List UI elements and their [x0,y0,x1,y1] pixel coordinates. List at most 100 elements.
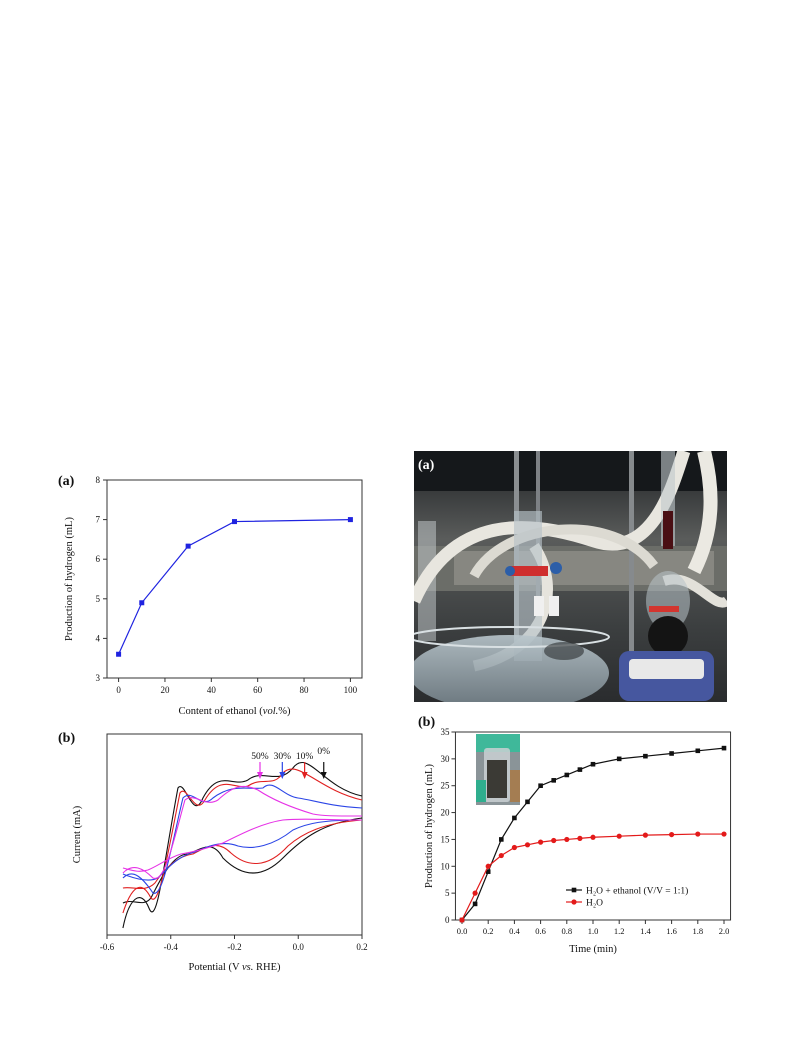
data-point [616,833,622,839]
inset-glove-finger [476,780,486,802]
x-tick-label: 0.2 [356,942,367,952]
data-point [485,863,491,869]
photo-panel-letter: (a) [418,458,435,473]
x-tick-label: 0.8 [561,926,572,936]
chart-right-b: (b) 0.0 0.2 0.4 0.6 0.8 1.0 1.2 1.4 1.6 1.8 2.0 0 5 1… [418,715,732,955]
y-tick-label: 8 [96,475,101,485]
cv-curve-0pct [122,761,363,929]
cv-reverse-scan [122,818,363,872]
data-point [499,837,504,842]
x-tick-label: 0.2 [483,926,494,936]
x-tick-label: 0.6 [535,926,546,936]
data-point [347,517,353,523]
cv-forward-scan [122,785,363,879]
x-axis-title: Potential (V vs. RHE) [189,962,281,973]
panel-letter: (a) [58,474,75,489]
peak-label: 50% [251,752,269,762]
y-axis-title: Current (mA) [72,805,83,863]
y-tick-label: 6 [96,554,101,564]
data-point [551,778,556,783]
x-tick-label: 0 [116,685,121,695]
peak-arrow-head [301,772,308,779]
x-tick-label: 40 [207,685,217,695]
series-line [118,519,351,655]
y-tick-label: 3 [96,673,101,683]
data-point [524,842,531,848]
data-point [577,835,583,841]
data-point [669,751,674,756]
legend-marker [571,887,577,893]
data-point [538,839,544,845]
panel-letter: (b) [58,731,75,746]
y-tick-label: 5 [96,594,101,604]
cv-forward-scan [122,761,363,929]
cv-forward-scan [122,768,363,914]
chart-left-a: (a) 0 20 40 60 80 100 3 4 5 6 7 8 Content of ethanol… [58,474,363,717]
data-point [564,772,570,778]
x-tick-label: 1.2 [614,926,625,936]
data-point [538,783,543,789]
legend-marker [571,899,577,905]
data-point [525,799,530,805]
inset-liquid [487,760,507,798]
data-point [472,901,478,907]
peak-arrow-head [257,772,263,779]
data-point [590,761,596,767]
panel-letter: (b) [418,715,435,730]
data-point [551,837,557,844]
cv-curve-50pct [122,785,363,879]
data-point [721,745,727,751]
peak-label: 0% [317,747,330,757]
cv-forward-scan [122,784,363,894]
data-point [695,831,701,837]
data-point [459,917,465,923]
peak-label: 10% [296,752,314,762]
y-tick-label: 0 [445,915,450,925]
x-tick-label: 1.0 [588,926,599,936]
y-axis-title: Production of hydrogen (mL) [424,764,435,888]
x-tick-label: 1.6 [666,926,677,936]
series-line-ethanol-water [461,747,725,921]
figure-right-b: (b) 0.0 0.2 0.4 0.6 0.8 1.0 1.2 1.4 1.6 1.8 2.0 0 5 1… [414,710,734,965]
figure-left-a: (a) 0 20 40 60 80 100 3 4 5 6 7 8 Content of ethanol… [50,470,380,725]
y-tick-label: 30 [440,754,450,764]
data-point [512,815,517,821]
data-point [472,890,478,896]
data-point [577,767,583,772]
cv-curve-10pct [122,768,363,914]
data-point [498,852,504,859]
x-tick-label: 100 [344,685,358,695]
y-tick-label: 7 [96,515,101,525]
x-tick-label: -0.6 [100,942,115,952]
x-tick-label: 2.0 [719,926,730,936]
x-tick-label: 80 [300,685,310,695]
data-point [642,832,648,838]
plot-frame [106,479,363,679]
peak-arrow-head [279,772,286,779]
x-tick-label: 20 [160,685,170,695]
x-tick-label: 60 [253,685,263,695]
data-point [511,844,517,851]
x-tick-label: -0.2 [227,942,241,952]
data-point [485,869,491,874]
series-line-water [461,833,724,921]
y-tick-label: 5 [445,888,450,898]
x-tick-label: 0.4 [509,926,520,936]
y-axis-title: Production of hydrogen (mL) [64,517,75,641]
x-axis-title: Time (min) [569,944,617,955]
y-tick-label: 10 [440,861,450,871]
x-axis-title: Content of ethanol (vol.%) [179,706,291,717]
inset-object [510,770,520,802]
data-point [116,651,122,657]
peak-label: 30% [274,752,292,762]
y-tick-label: 25 [440,781,450,791]
data-point [721,831,727,837]
x-tick-label: 0.0 [457,926,468,936]
y-tick-label: 20 [440,808,450,818]
inset-photo [476,734,520,805]
x-tick-label: 1.4 [640,926,651,936]
cv-reverse-scan [122,819,363,890]
x-tick-label: -0.4 [164,942,179,952]
data-point [564,836,570,843]
peak-arrow-head [320,772,327,779]
